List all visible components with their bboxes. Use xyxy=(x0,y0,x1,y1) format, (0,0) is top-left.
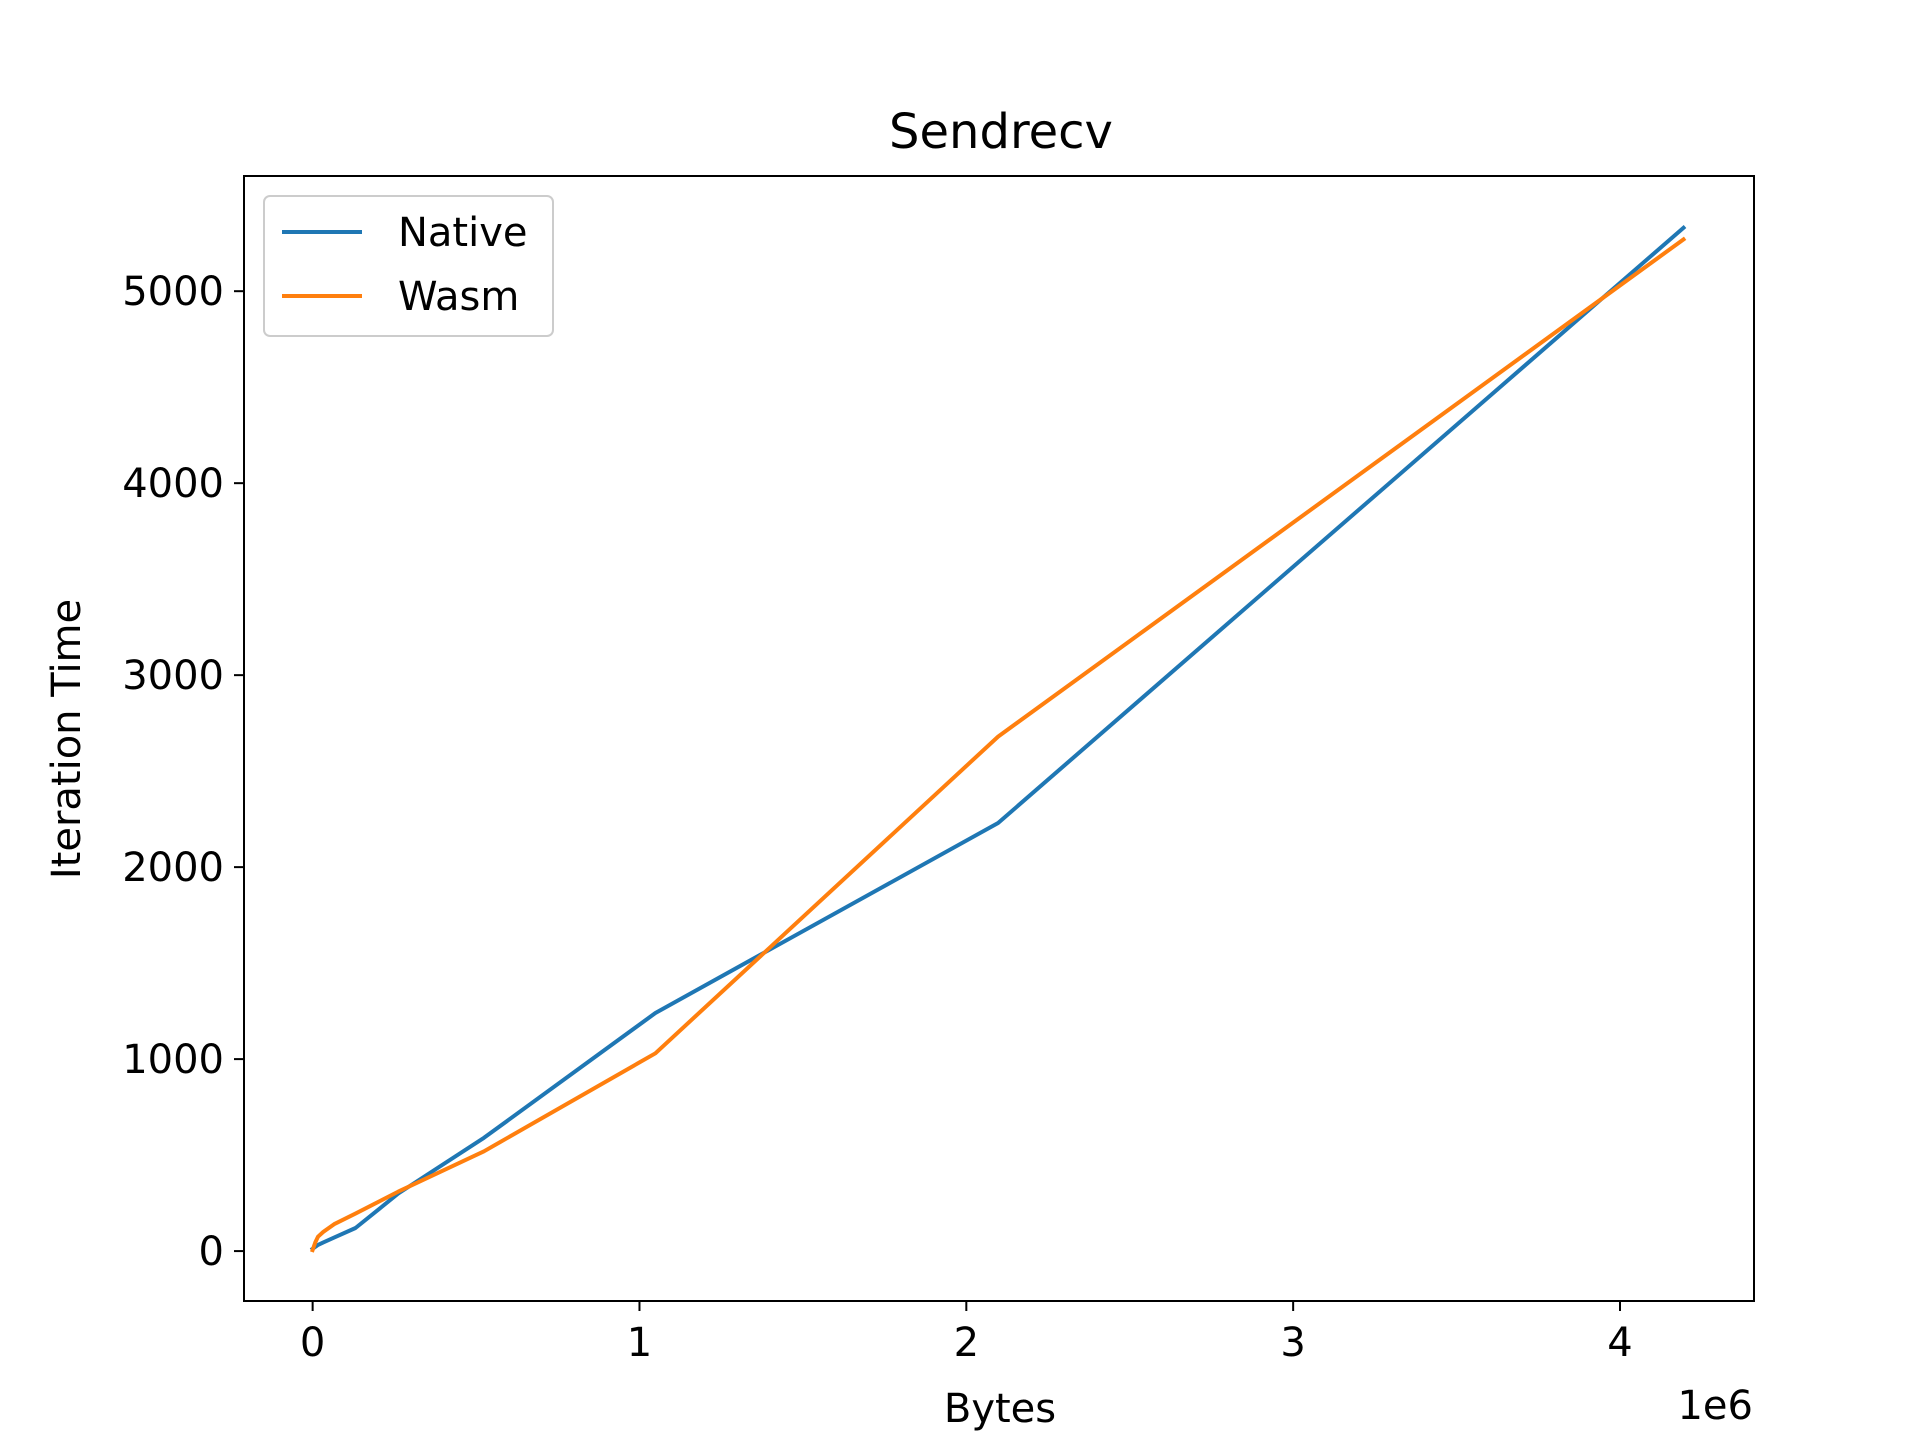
y-tick-label: 4000 xyxy=(122,461,224,507)
plot-area xyxy=(309,224,1687,1253)
legend-label-native: Native xyxy=(398,210,528,256)
x-tick-label: 0 xyxy=(300,1320,325,1366)
legend-label-wasm: Wasm xyxy=(398,274,519,320)
chart-title: Sendrecv xyxy=(889,104,1113,160)
x-tick-label: 1 xyxy=(627,1320,652,1366)
x-axis-ticks: 0 1 2 3 4 xyxy=(300,1301,1633,1366)
x-axis-offset-label: 1e6 xyxy=(1677,1383,1753,1429)
y-tick-label: 1000 xyxy=(122,1037,224,1083)
y-tick-label: 5000 xyxy=(122,269,224,315)
y-tick-label: 2000 xyxy=(122,845,224,891)
y-axis-label: Iteration Time xyxy=(44,599,90,879)
x-tick-label: 4 xyxy=(1607,1320,1632,1366)
x-tick-label: 3 xyxy=(1280,1320,1305,1366)
y-axis-ticks: 0 1000 2000 3000 4000 5000 xyxy=(122,269,244,1275)
x-axis-label: Bytes xyxy=(944,1386,1056,1432)
x-tick-label: 2 xyxy=(954,1320,979,1366)
y-tick-label: 3000 xyxy=(122,653,224,699)
legend: Native Wasm xyxy=(263,195,554,337)
axes-frame xyxy=(243,175,1755,1302)
y-tick-label: 0 xyxy=(199,1229,224,1275)
series-line-wasm xyxy=(310,236,1687,1253)
